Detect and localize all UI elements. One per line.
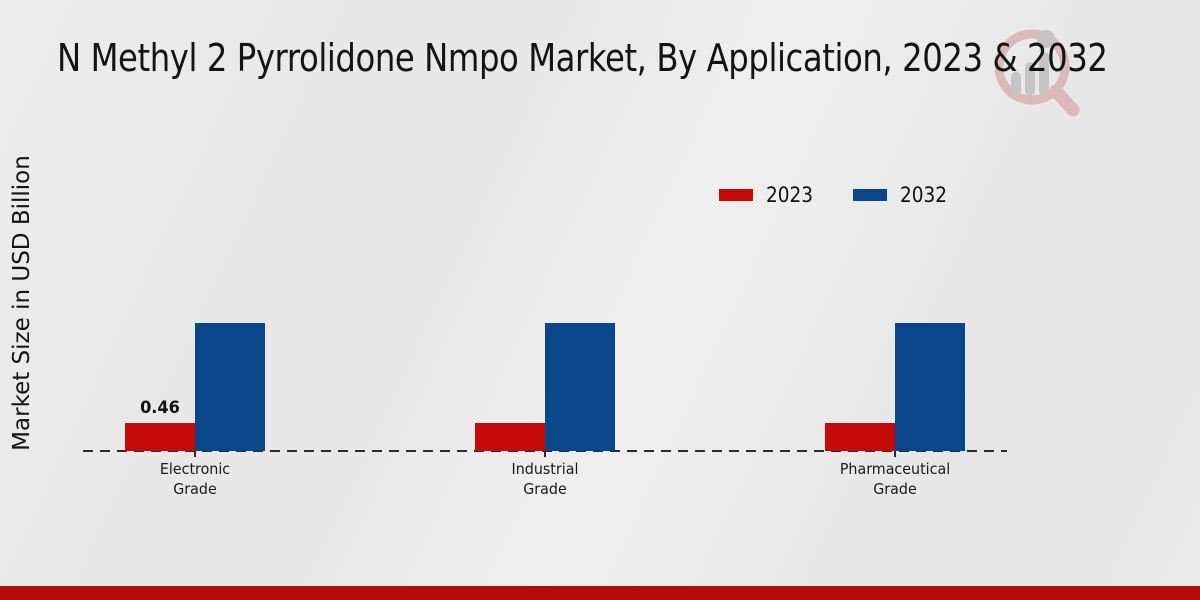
legend: 2023 2032: [719, 183, 954, 207]
x-tick-label-industrial-grade: Industrial Grade: [511, 460, 579, 498]
chart-title: N Methyl 2 Pyrrolidone Nmpo Market, By A…: [57, 36, 1108, 80]
legend-item-2032: 2032: [853, 183, 953, 207]
bar-2032-industrial-grade: [545, 323, 615, 451]
bar-value-label-2023-electronic-grade: 0.46: [140, 398, 180, 418]
magnifier-bar-chart-logo-watermark: [995, 29, 1080, 117]
bar-2032-pharmaceutical-grade: [895, 323, 965, 451]
bar-2032-electronic-grade: [195, 323, 265, 451]
x-tick-electronic-grade: [194, 451, 196, 457]
bar-2023-industrial-grade: [475, 423, 545, 451]
legend-item-2023: 2023: [719, 183, 819, 207]
x-tick-label-pharmaceutical-grade: Pharmaceutical Grade: [839, 460, 951, 498]
legend-swatch-2023: [719, 189, 753, 201]
x-tick-industrial-grade: [544, 451, 546, 457]
bar-2023-pharmaceutical-grade: [825, 423, 895, 451]
x-tick-pharmaceutical-grade: [894, 451, 896, 457]
x-tick-label-electronic-grade: Electronic Grade: [159, 460, 231, 498]
legend-label-2023: 2023: [766, 183, 814, 207]
legend-swatch-2032: [853, 189, 888, 201]
legend-label-2032: 2032: [900, 183, 948, 207]
bar-2023-electronic-grade: [125, 423, 195, 451]
footer-accent-band: [0, 586, 1200, 600]
